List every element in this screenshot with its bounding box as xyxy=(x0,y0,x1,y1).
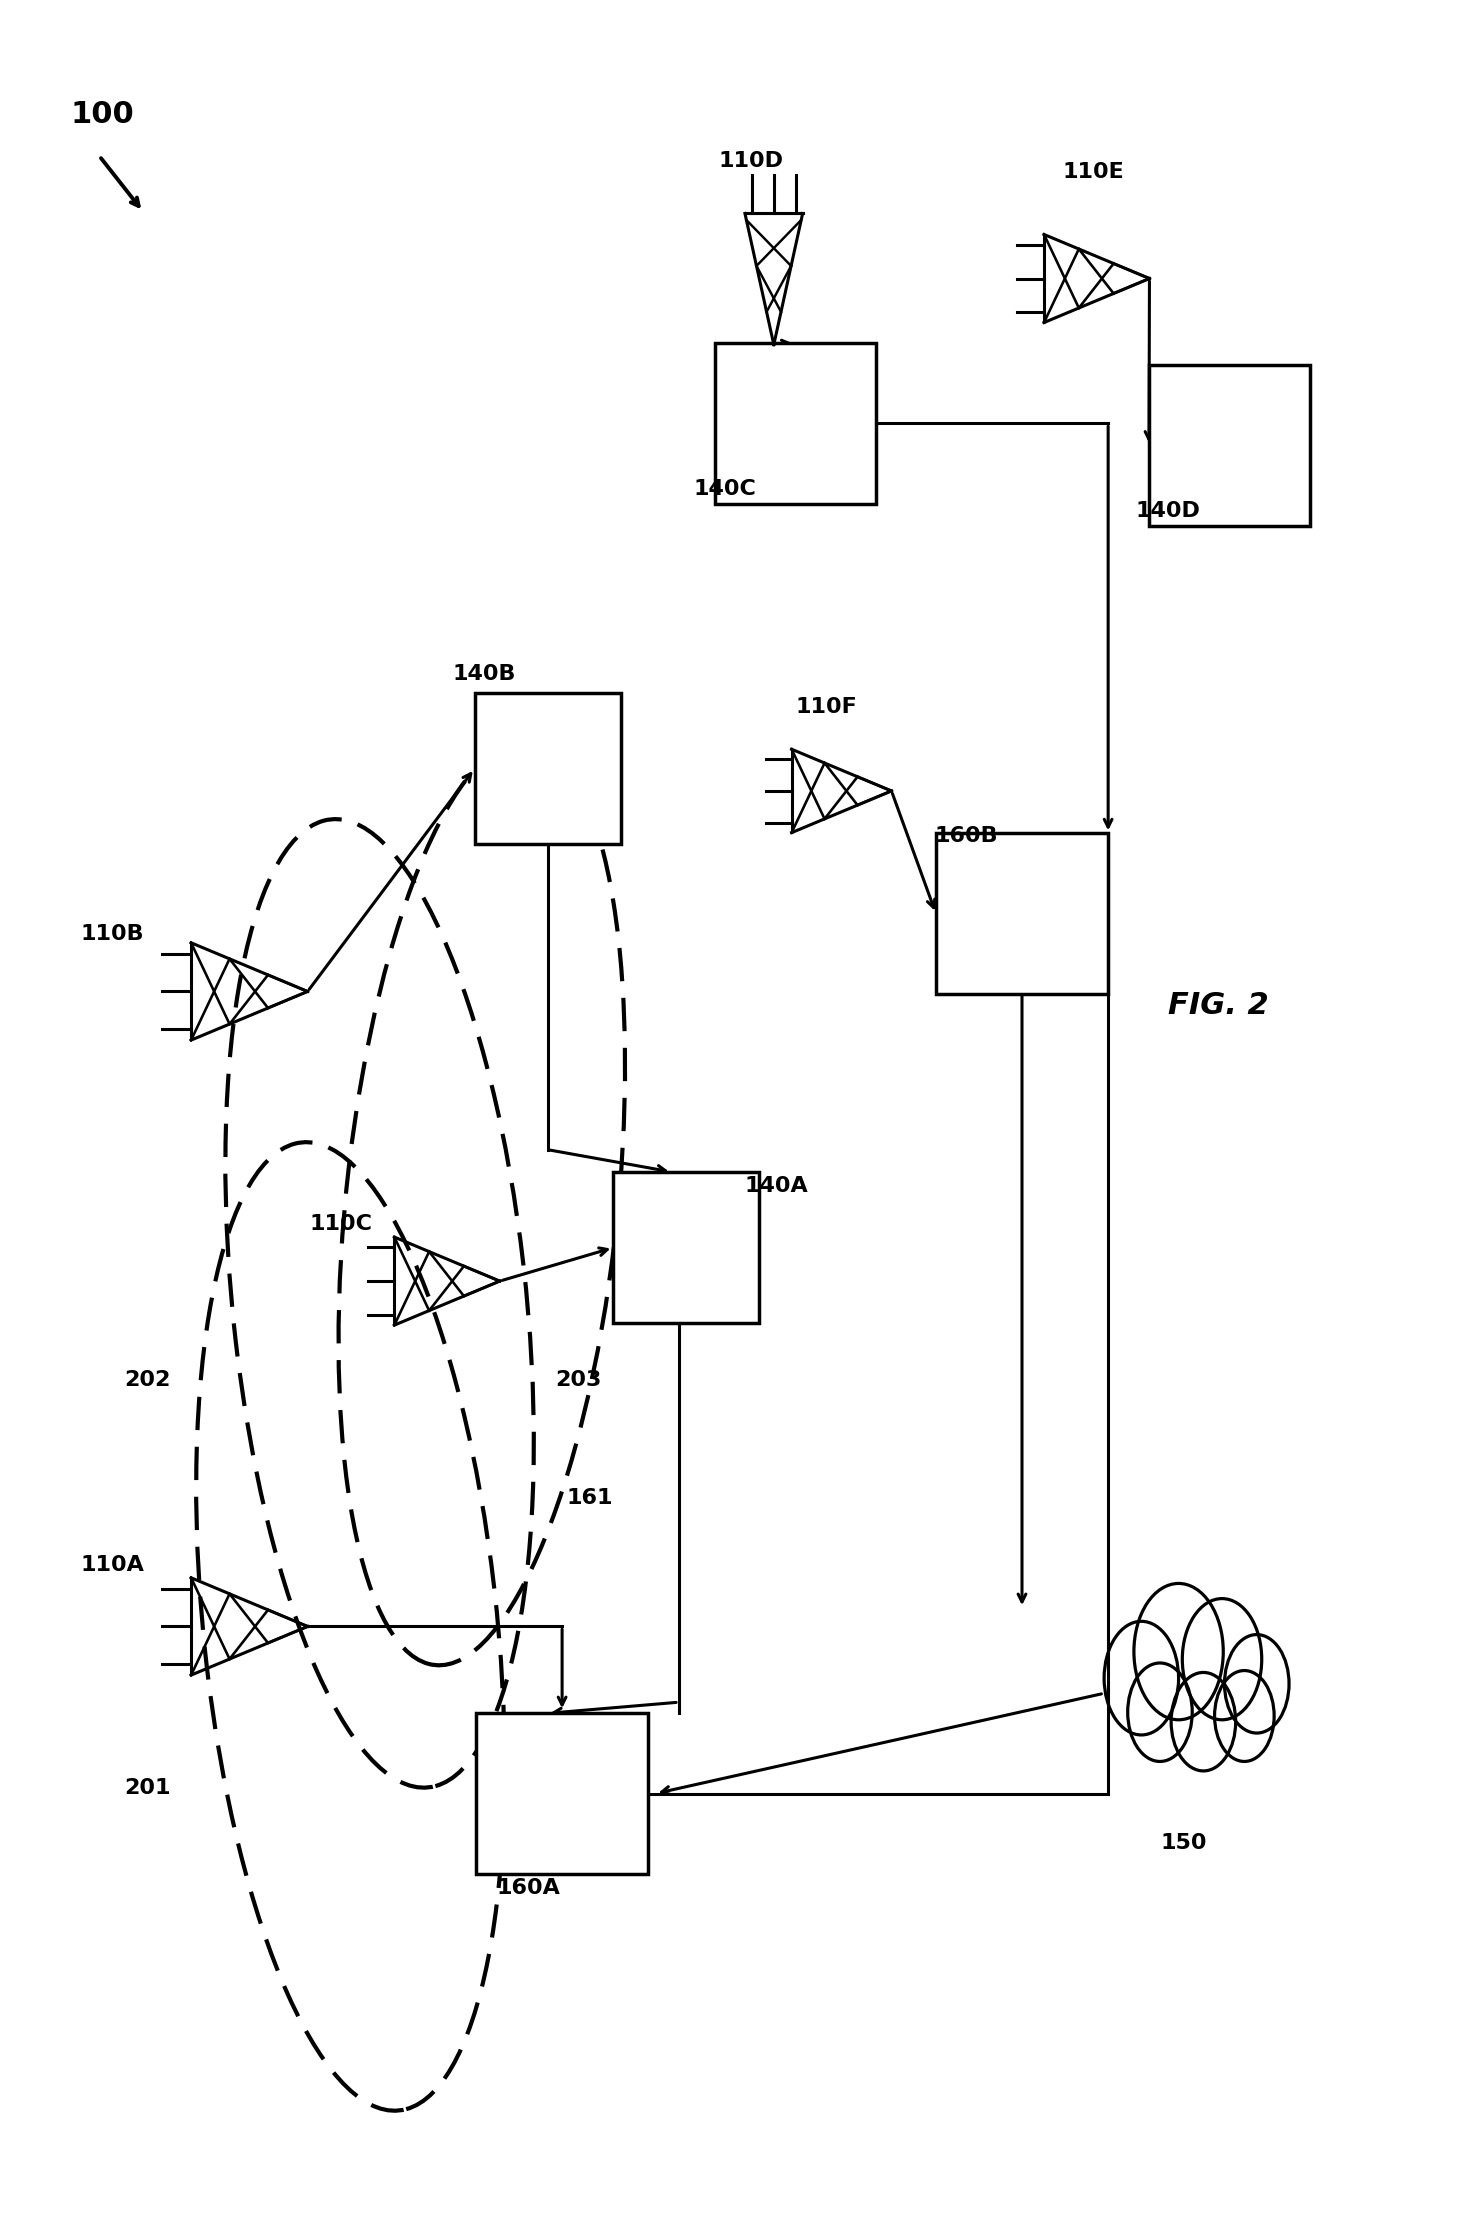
Circle shape xyxy=(1127,1662,1193,1762)
Text: 110E: 110E xyxy=(1063,163,1124,183)
Bar xyxy=(613,1172,759,1323)
Text: 140C: 140C xyxy=(694,479,756,499)
Circle shape xyxy=(1104,1622,1178,1736)
Text: 140B: 140B xyxy=(453,664,515,684)
Text: 140A: 140A xyxy=(745,1176,809,1196)
Circle shape xyxy=(1225,1635,1289,1733)
Text: 110B: 110B xyxy=(80,925,145,945)
Text: FIG. 2: FIG. 2 xyxy=(1168,991,1269,1020)
Text: 150: 150 xyxy=(1161,1834,1207,1854)
Circle shape xyxy=(1171,1673,1235,1771)
Bar xyxy=(715,343,876,504)
Text: 160B: 160B xyxy=(934,827,999,847)
Circle shape xyxy=(1183,1600,1261,1720)
Bar xyxy=(474,693,620,844)
Text: 201: 201 xyxy=(124,1778,171,1798)
Text: 140D: 140D xyxy=(1136,501,1200,521)
Text: 100: 100 xyxy=(70,100,134,129)
Circle shape xyxy=(1134,1584,1223,1720)
Text: 161: 161 xyxy=(566,1488,613,1508)
Bar xyxy=(1149,365,1310,526)
Circle shape xyxy=(1215,1671,1275,1762)
Text: 160A: 160A xyxy=(496,1878,561,1898)
Text: 203: 203 xyxy=(555,1370,602,1390)
Text: 110D: 110D xyxy=(718,152,784,172)
Text: 110C: 110C xyxy=(310,1214,372,1234)
Bar xyxy=(476,1713,648,1874)
Text: 110A: 110A xyxy=(80,1555,145,1575)
Text: 110F: 110F xyxy=(796,697,857,717)
Bar xyxy=(936,833,1108,994)
Text: 202: 202 xyxy=(124,1370,171,1390)
